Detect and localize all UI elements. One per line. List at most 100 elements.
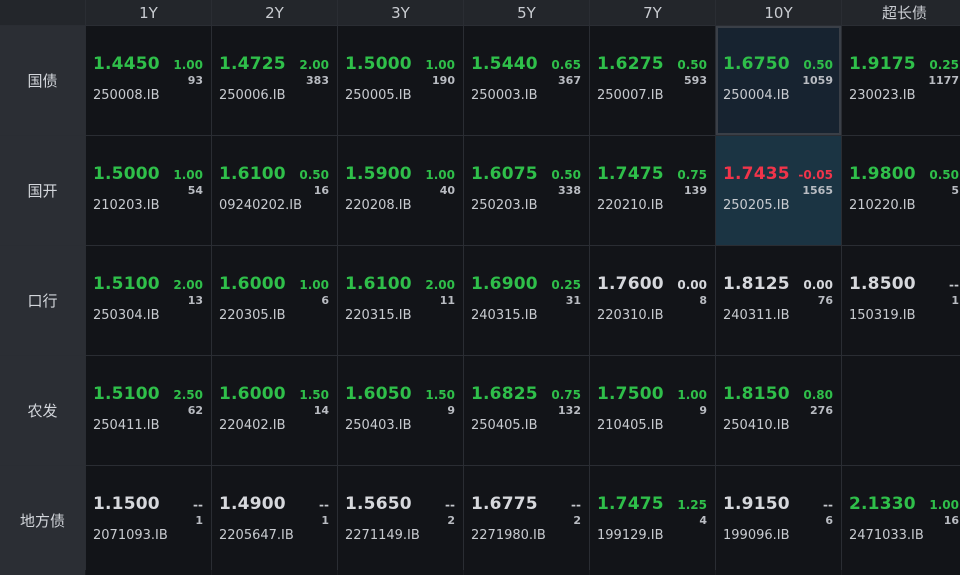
- bond-code: 250203.IB: [471, 198, 538, 213]
- yield-rate: 1.6750: [723, 54, 790, 74]
- quote-cell[interactable]: 1.5900 1.00 40 220208.IB: [338, 136, 463, 245]
- bond-code: 210203.IB: [93, 198, 160, 213]
- quote-cell[interactable]: 1.5650 -- 2 2271149.IB: [338, 466, 463, 575]
- yield-rate: 1.9150: [723, 494, 790, 514]
- column-header-10y[interactable]: 10Y: [716, 0, 841, 25]
- trade-count: 8: [699, 294, 707, 307]
- quote-cell[interactable]: 1.6825 0.75 132 250405.IB: [464, 356, 589, 465]
- quote-cell[interactable]: 1.7500 1.00 9 210405.IB: [590, 356, 715, 465]
- yield-rate: 1.9175: [849, 54, 916, 74]
- quote-cell[interactable]: 1.5000 1.00 190 250005.IB: [338, 26, 463, 135]
- column-header-5y[interactable]: 5Y: [464, 0, 589, 25]
- bond-code: 2271980.IB: [471, 528, 546, 543]
- quote-cell[interactable]: 1.8150 0.80 276 250410.IB: [716, 356, 841, 465]
- yield-rate: 1.6100: [219, 164, 286, 184]
- quote-cell[interactable]: 1.5100 2.50 62 250411.IB: [86, 356, 211, 465]
- quote-cell[interactable]: 1.7475 1.25 4 199129.IB: [590, 466, 715, 575]
- bond-code: 250405.IB: [471, 418, 538, 433]
- bond-code: 250006.IB: [219, 88, 286, 103]
- trade-count: 16: [943, 514, 959, 527]
- quote-cell[interactable]: 1.7475 0.75 139 220210.IB: [590, 136, 715, 245]
- quote-cell[interactable]: 1.8500 -- 1 150319.IB: [842, 246, 960, 355]
- yield-rate: 1.5900: [345, 164, 412, 184]
- trade-count: 54: [187, 184, 203, 197]
- trade-count: 367: [558, 74, 581, 87]
- quote-cell[interactable]: 1.6900 0.25 31 240315.IB: [464, 246, 589, 355]
- yield-change: 1.25: [677, 498, 707, 512]
- row-header[interactable]: 农发: [0, 356, 85, 465]
- yield-rate: 1.5000: [345, 54, 412, 74]
- header-corner: [0, 0, 85, 25]
- quote-cell[interactable]: 1.4900 -- 1 2205647.IB: [212, 466, 337, 575]
- column-header-7y[interactable]: 7Y: [590, 0, 715, 25]
- trade-count: 40: [439, 184, 455, 197]
- quote-cell[interactable]: 1.6100 2.00 11 220315.IB: [338, 246, 463, 355]
- yield-change: 1.00: [299, 278, 329, 292]
- yield-change: --: [193, 498, 203, 512]
- trade-count: 338: [558, 184, 581, 197]
- quote-cell[interactable]: 1.6775 -- 2 2271980.IB: [464, 466, 589, 575]
- yield-change: 1.00: [173, 58, 203, 72]
- quote-cell[interactable]: 1.5000 1.00 54 210203.IB: [86, 136, 211, 245]
- yield-rate: 1.6000: [219, 274, 286, 294]
- quote-cell[interactable]: 1.9175 0.25 1177 230023.IB: [842, 26, 960, 135]
- quote-cell[interactable]: 1.8125 0.00 76 240311.IB: [716, 246, 841, 355]
- quote-cell[interactable]: 1.6100 0.50 16 09240202.IB: [212, 136, 337, 245]
- trade-count: 276: [810, 404, 833, 417]
- row-header[interactable]: 地方债: [0, 466, 85, 575]
- column-header-ultra-long[interactable]: 超长债: [842, 0, 960, 25]
- quote-cell[interactable]: 1.9150 -- 6 199096.IB: [716, 466, 841, 575]
- trade-count: 6: [825, 514, 833, 527]
- quote-cell[interactable]: 1.6050 1.50 9 250403.IB: [338, 356, 463, 465]
- bond-code: 250410.IB: [723, 418, 790, 433]
- column-header-2y[interactable]: 2Y: [212, 0, 337, 25]
- quote-cell[interactable]: 1.4450 1.00 93 250008.IB: [86, 26, 211, 135]
- yield-change: 0.50: [551, 168, 581, 182]
- yield-change: 1.00: [677, 388, 707, 402]
- quote-cell[interactable]: 1.5100 2.00 13 250304.IB: [86, 246, 211, 355]
- trade-count: 2: [573, 514, 581, 527]
- row-header[interactable]: 国债: [0, 26, 85, 135]
- quote-cell[interactable]: 2.1330 1.00 16 2471033.IB: [842, 466, 960, 575]
- yield-rate: 2.1330: [849, 494, 916, 514]
- yield-change: 0.50: [803, 58, 833, 72]
- column-header-1y[interactable]: 1Y: [86, 0, 211, 25]
- row-header[interactable]: 口行: [0, 246, 85, 355]
- quote-cell[interactable]: 1.6750 0.50 1059 250004.IB: [716, 26, 841, 135]
- yield-rate: 1.1500: [93, 494, 160, 514]
- yield-change: 1.00: [425, 58, 455, 72]
- yield-rate: 1.6775: [471, 494, 538, 514]
- column-header-3y[interactable]: 3Y: [338, 0, 463, 25]
- bond-code: 220315.IB: [345, 308, 412, 323]
- yield-change: 0.80: [803, 388, 833, 402]
- bond-code: 220402.IB: [219, 418, 286, 433]
- trade-count: 62: [187, 404, 203, 417]
- yield-change: 0.25: [929, 58, 959, 72]
- bond-code: 220210.IB: [597, 198, 664, 213]
- yield-rate: 1.6075: [471, 164, 538, 184]
- trade-count: 190: [432, 74, 455, 87]
- quote-cell[interactable]: 1.6000 1.50 14 220402.IB: [212, 356, 337, 465]
- quote-cell[interactable]: 1.4725 2.00 383 250006.IB: [212, 26, 337, 135]
- trade-count: 13: [187, 294, 203, 307]
- quote-cell[interactable]: 1.7600 0.00 8 220310.IB: [590, 246, 715, 355]
- quote-cell[interactable]: 1.7435 -0.05 1565 250205.IB: [716, 136, 841, 245]
- quote-cell[interactable]: 1.6000 1.00 6 220305.IB: [212, 246, 337, 355]
- yield-rate: 1.5000: [93, 164, 160, 184]
- bond-code: 250005.IB: [345, 88, 412, 103]
- trade-count: 1: [321, 514, 329, 527]
- trade-count: 93: [187, 74, 203, 87]
- quote-cell[interactable]: 1.6075 0.50 338 250203.IB: [464, 136, 589, 245]
- row-header[interactable]: 国开: [0, 136, 85, 245]
- quote-cell[interactable]: 1.6275 0.50 593 250007.IB: [590, 26, 715, 135]
- quote-cell[interactable]: 1.1500 -- 1 2071093.IB: [86, 466, 211, 575]
- quote-cell[interactable]: 1.9800 0.50 5 210220.IB: [842, 136, 960, 245]
- bond-code: 250304.IB: [93, 308, 160, 323]
- yield-rate: 1.6000: [219, 384, 286, 404]
- yield-rate: 1.7435: [723, 164, 790, 184]
- trade-count: 1565: [802, 184, 833, 197]
- yield-rate: 1.6825: [471, 384, 538, 404]
- yield-change: 2.00: [173, 278, 203, 292]
- quote-cell[interactable]: 1.5440 0.65 367 250003.IB: [464, 26, 589, 135]
- yield-rate: 1.6900: [471, 274, 538, 294]
